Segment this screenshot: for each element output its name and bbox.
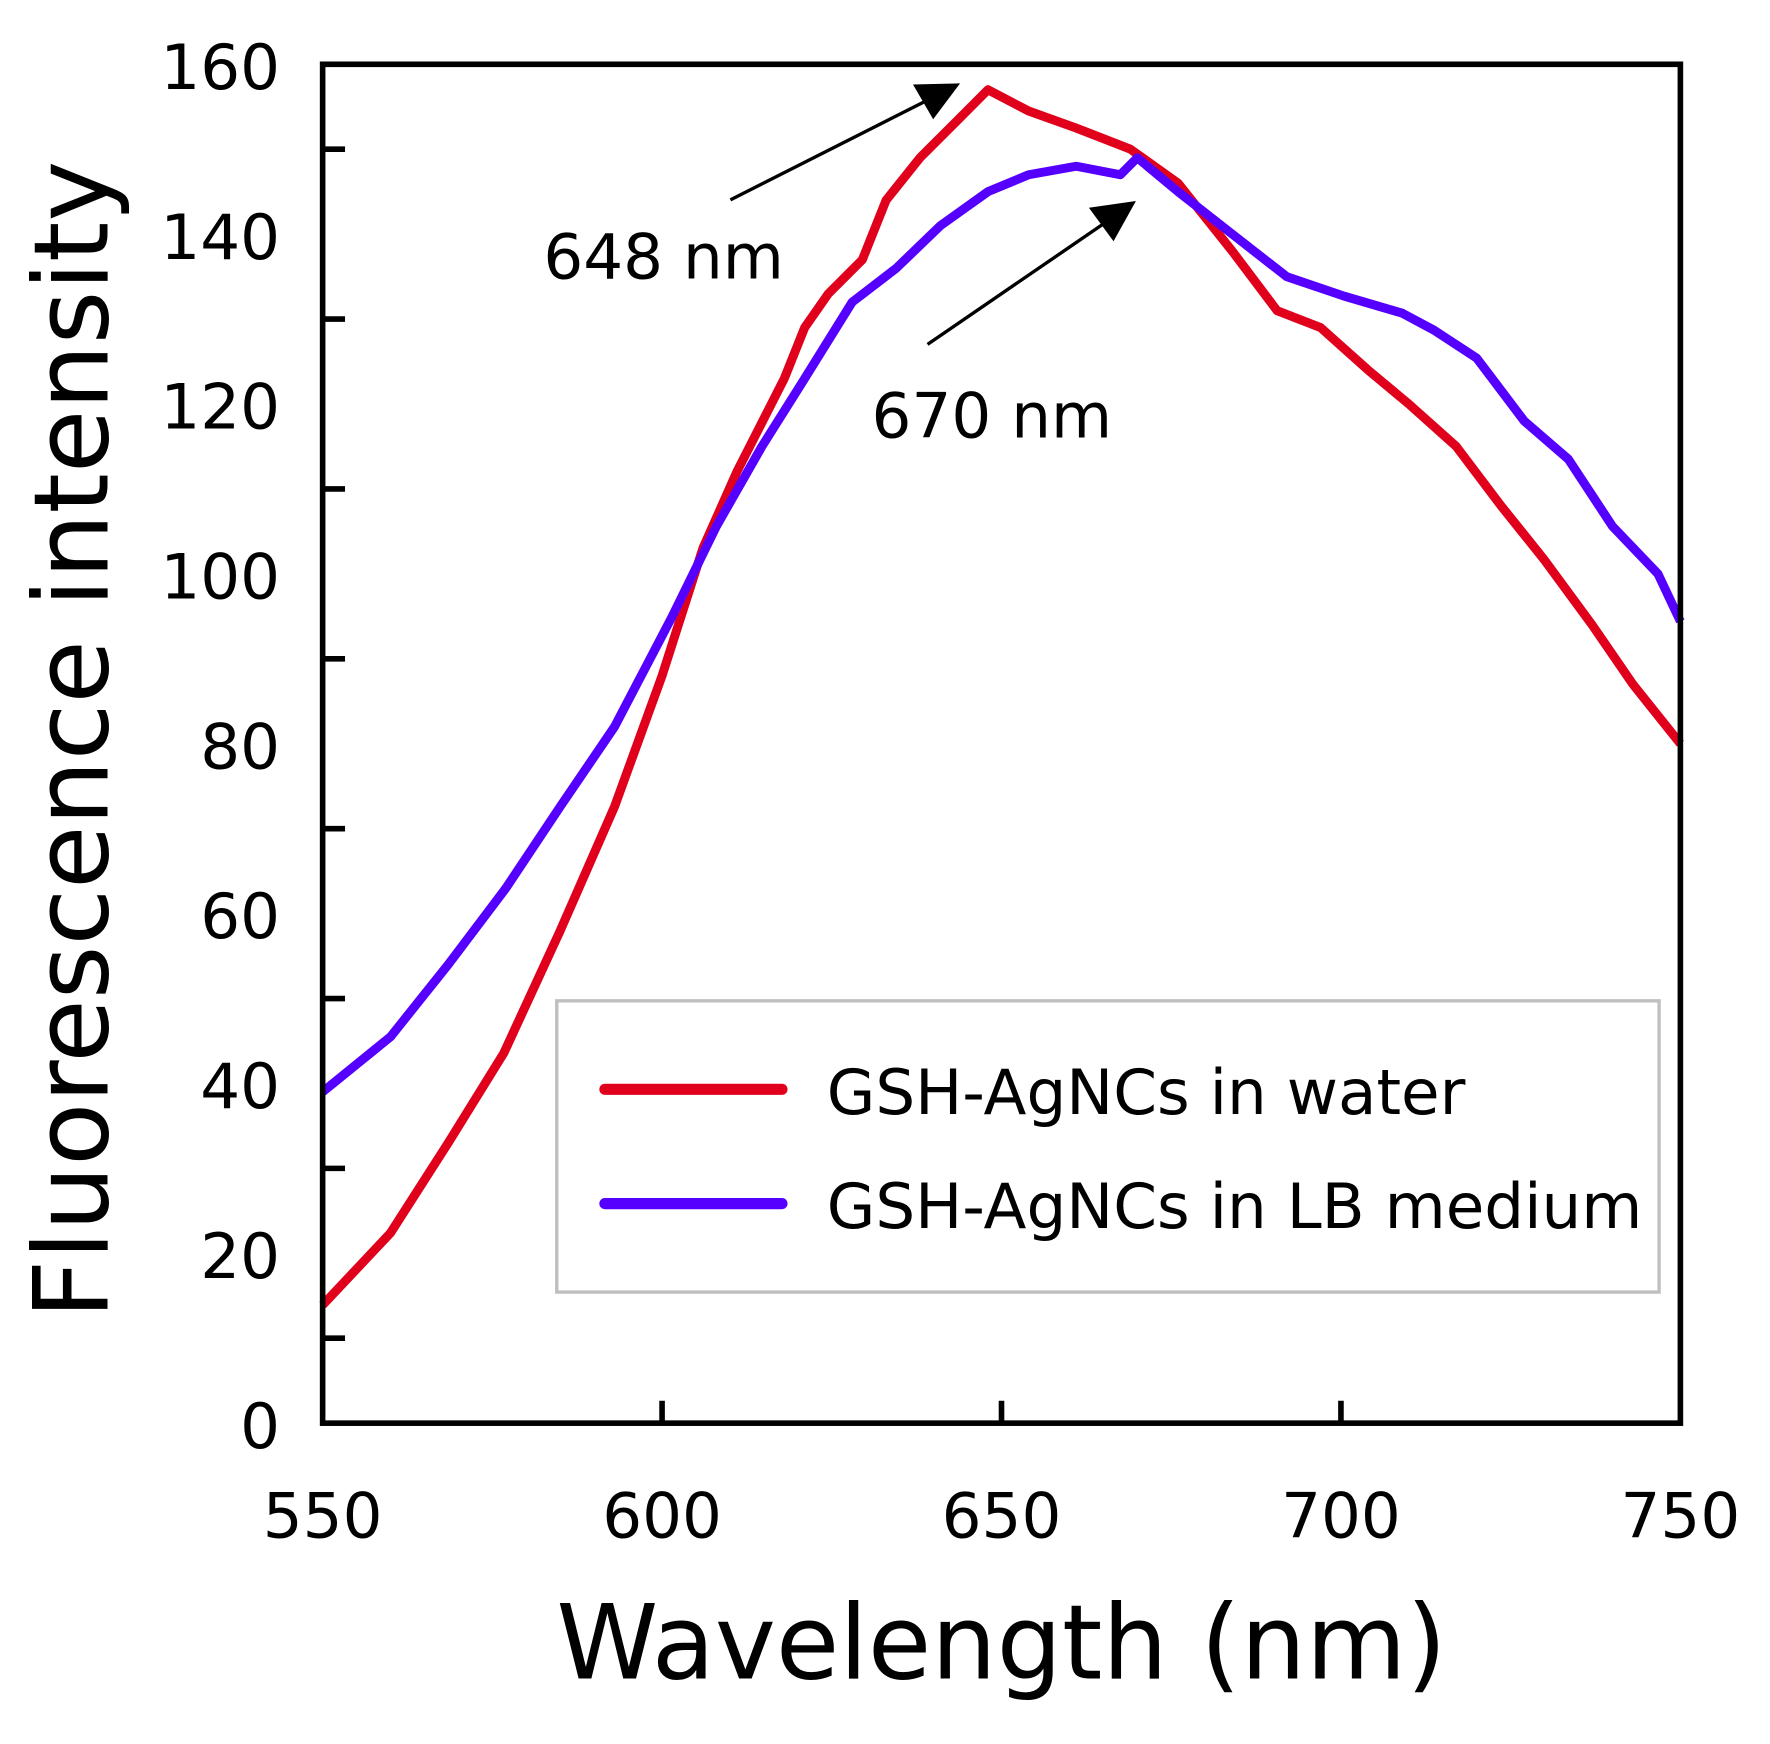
arrowhead-icon [1088, 200, 1136, 242]
legend-box [555, 999, 1661, 1294]
x-axis: 550 600 650 700 750 [263, 1400, 1741, 1552]
series-line-lb-medium [319, 153, 1685, 1096]
x-axis-label: Wavelength (nm) [556, 1584, 1446, 1704]
x-tick-label: 550 [263, 1479, 383, 1552]
x-tick-label: 650 [942, 1479, 1062, 1552]
annotation-670: 670 nm [872, 200, 1136, 452]
y-tick-label: 160 [160, 31, 280, 104]
series-line-water [319, 85, 1684, 1309]
y-tick-label: 20 [200, 1220, 280, 1293]
y-tick-label: 60 [200, 880, 280, 953]
legend-label-water: GSH-AgNCs in water [827, 1056, 1466, 1129]
annotation-arrow-648 [729, 97, 931, 202]
y-tick-label: 120 [160, 371, 280, 444]
legend: GSH-AgNCs in water GSH-AgNCs in LB mediu… [555, 999, 1661, 1294]
annotation-label-648: 648 nm [543, 220, 783, 293]
legend-label-lb: GSH-AgNCs in LB medium [827, 1170, 1643, 1243]
y-tick-label: 40 [200, 1050, 280, 1123]
y-tick-label: 0 [240, 1390, 280, 1463]
x-tick-label: 700 [1281, 1479, 1401, 1552]
y-tick-label: 140 [160, 201, 280, 274]
x-tick-label: 750 [1621, 1479, 1741, 1552]
arrowhead-icon [913, 83, 961, 120]
x-tick-label: 600 [602, 1479, 722, 1552]
annotation-label-670: 670 nm [872, 379, 1112, 452]
y-tick-label: 80 [200, 710, 280, 783]
y-axis: 0 20 40 60 80 100 120 140 160 [160, 31, 346, 1463]
annotation-arrow-670 [926, 218, 1111, 346]
annotation-648: 648 nm [543, 83, 961, 293]
plot-lines [319, 85, 1685, 1309]
y-axis-label: Fluorescence intensity [13, 161, 133, 1319]
y-tick-label: 100 [160, 541, 280, 614]
